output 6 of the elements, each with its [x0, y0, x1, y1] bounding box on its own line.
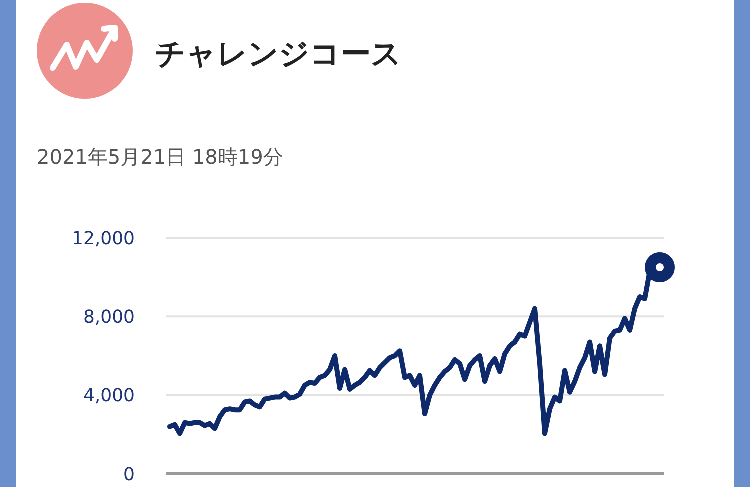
y-tick-label: 12,000	[72, 228, 135, 250]
y-tick-label: 4,000	[83, 386, 135, 407]
y-tick-label: 0	[124, 464, 135, 486]
chart-title: チャレンジコース	[155, 36, 402, 74]
y-tick-label: 8,000	[83, 307, 135, 328]
chart-subtitle: 2021年5月21日 18時19分	[37, 144, 284, 170]
